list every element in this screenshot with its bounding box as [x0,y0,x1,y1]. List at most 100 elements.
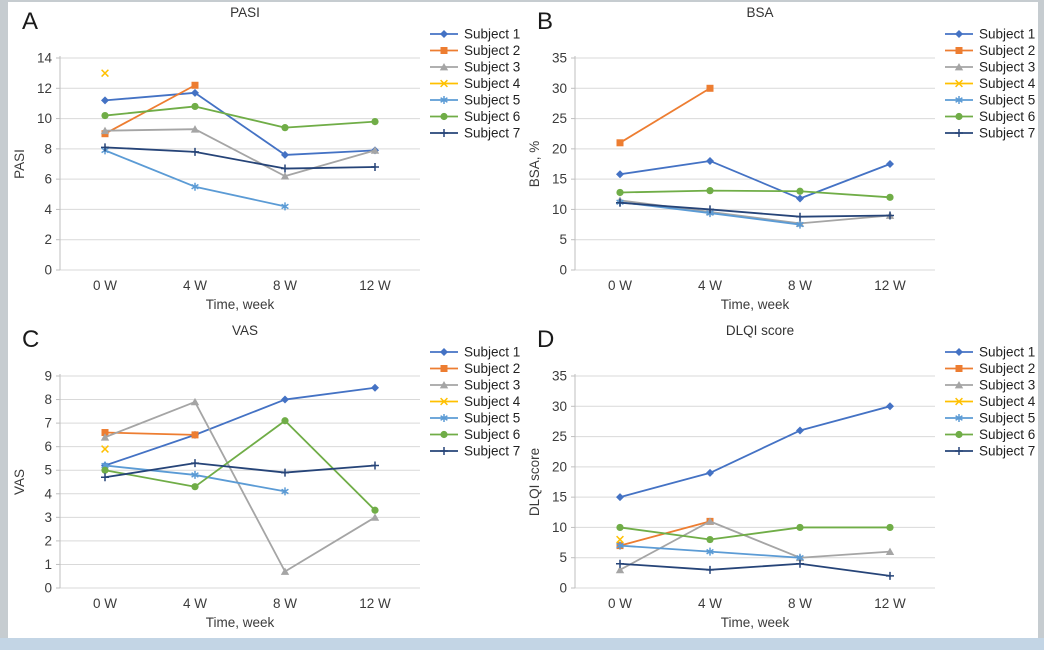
legend-item-subject-4: Subject 4 [430,394,521,409]
y-tick-label: 10 [37,111,52,126]
y-tick-label: 6 [44,439,52,454]
y-tick-label: 2 [44,533,52,548]
y-tick-label: 5 [559,232,567,247]
legend-item-subject-7: Subject 7 [945,444,1035,459]
chart-bsa: B BSA 0 5 10 15 20 25 30 35 0 W 4 W 8 W 12 W Time, wee… [527,5,1036,312]
series-marker-subject-7 [371,163,379,172]
panel-d: D DLQI score 0 5 10 15 20 25 30 35 0 W 4 W 8 W 12 W Ti… [523,320,1038,638]
series-line-subject-1 [619,405,891,499]
series-marker-subject-5 [796,220,804,229]
series-marker-subject-6 [281,417,289,425]
legend-label-subject-1: Subject 1 [464,27,520,42]
series-marker-subject-5 [191,182,199,191]
series-marker-subject-6 [371,506,379,514]
legend-label-subject-7: Subject 7 [979,444,1035,459]
y-tick-label: 0 [44,263,52,278]
series-marker-subject-1 [886,160,894,168]
series-line-subject-6 [619,526,890,541]
frame-bottom-strip [0,638,1044,650]
x-tick-label: 8 W [273,596,297,611]
y-tick-label: 15 [552,490,567,505]
legend-marker-subject-6 [440,112,448,121]
y-tick-label: 25 [552,429,567,444]
series-line-subject-1 [104,91,376,156]
legend-item-subject-3: Subject 3 [945,378,1035,393]
legend-marker-subject-2 [440,365,448,372]
series-marker-subject-6 [281,124,289,132]
y-tick-label: 5 [559,550,567,565]
series-line-subject-5 [104,149,286,208]
series-marker-subject-6 [101,466,109,474]
x-axis-title: Time, week [721,615,790,630]
legend-label-subject-6: Subject 6 [464,109,520,124]
y-tick-label: 25 [552,111,567,126]
gridlines [571,57,935,271]
panel-b: B BSA 0 5 10 15 20 25 30 35 0 W 4 W 8 W 12 W Time, wee… [523,2,1038,320]
x-tick-label: 12 W [874,596,906,611]
chart-title: VAS [232,323,258,338]
series-line-subject-6 [104,419,376,511]
legend-item-subject-7: Subject 7 [945,126,1035,141]
chart-title: DLQI score [726,323,794,338]
legend-item-subject-4: Subject 4 [945,76,1036,91]
y-tick-label: 20 [552,141,567,156]
legend-item-subject-1: Subject 1 [945,27,1035,42]
series-marker-subject-1 [281,150,289,159]
legend-label-subject-1: Subject 1 [979,27,1035,42]
chart-vas: C VAS 0 1 2 3 4 5 6 7 8 9 0 W 4 W 8 W 12 W Time, week VAS… [12,323,521,630]
legend-item-subject-7: Subject 7 [430,126,520,141]
legend-marker-subject-5 [955,96,963,104]
series-marker-subject-6 [706,535,714,544]
legend-label-subject-4: Subject 4 [464,394,521,409]
series-marker-subject-7 [796,559,804,568]
y-axis-title: PASI [12,149,27,179]
legend-item-subject-6: Subject 6 [945,109,1035,124]
series-marker-subject-7 [886,571,894,580]
y-tick-label: 14 [37,51,53,66]
series-marker-subject-3 [100,126,110,135]
series-marker-subject-1 [706,156,714,165]
series-marker-subject-1 [796,426,804,435]
y-tick-label: 35 [552,51,567,66]
y-tick-label: 30 [552,81,567,96]
panel-c: C VAS 0 1 2 3 4 5 6 7 8 9 0 W 4 W 8 W 12 W Time, week VAS… [8,320,523,638]
y-tick-label: 5 [44,463,52,478]
legend-item-subject-6: Subject 6 [945,427,1035,442]
x-tick-label: 8 W [273,278,297,293]
legend-label-subject-7: Subject 7 [979,126,1035,141]
legend-item-subject-2: Subject 2 [945,43,1035,58]
y-tick-label: 6 [44,172,52,187]
legend-label-subject-6: Subject 6 [979,427,1035,442]
legend-marker-subject-4 [440,79,448,88]
series-marker-subject-1 [371,383,379,392]
legend-marker-subject-1 [955,348,963,356]
series-marker-subject-1 [191,88,199,97]
series-marker-subject-5 [706,547,714,556]
series-marker-subject-5 [281,487,289,496]
legend-label-subject-4: Subject 4 [979,394,1036,409]
series-line-subject-3 [619,520,891,571]
legend-item-subject-5: Subject 5 [945,93,1035,108]
y-tick-label: 10 [552,520,567,535]
legend-label-subject-4: Subject 4 [979,76,1036,91]
legend-label-subject-6: Subject 6 [464,427,520,442]
legend-item-subject-3: Subject 3 [430,60,520,75]
series-marker-subject-1 [706,468,714,477]
y-tick-label: 4 [44,202,52,217]
legend-label-subject-1: Subject 1 [979,345,1035,360]
series-marker-subject-6 [886,523,894,532]
legend-label-subject-5: Subject 5 [979,93,1035,108]
series-marker-subject-7 [796,212,804,221]
series-marker-subject-3 [370,146,380,154]
x-tick-label: 8 W [788,596,812,611]
series-marker-subject-7 [616,559,624,568]
legend-label-subject-3: Subject 3 [464,378,520,393]
series-marker-subject-5 [191,470,199,479]
y-tick-label: 0 [559,581,567,596]
series-marker-subject-6 [616,523,624,532]
legend-label-subject-5: Subject 5 [464,411,520,426]
series-marker-subject-2 [616,139,624,147]
